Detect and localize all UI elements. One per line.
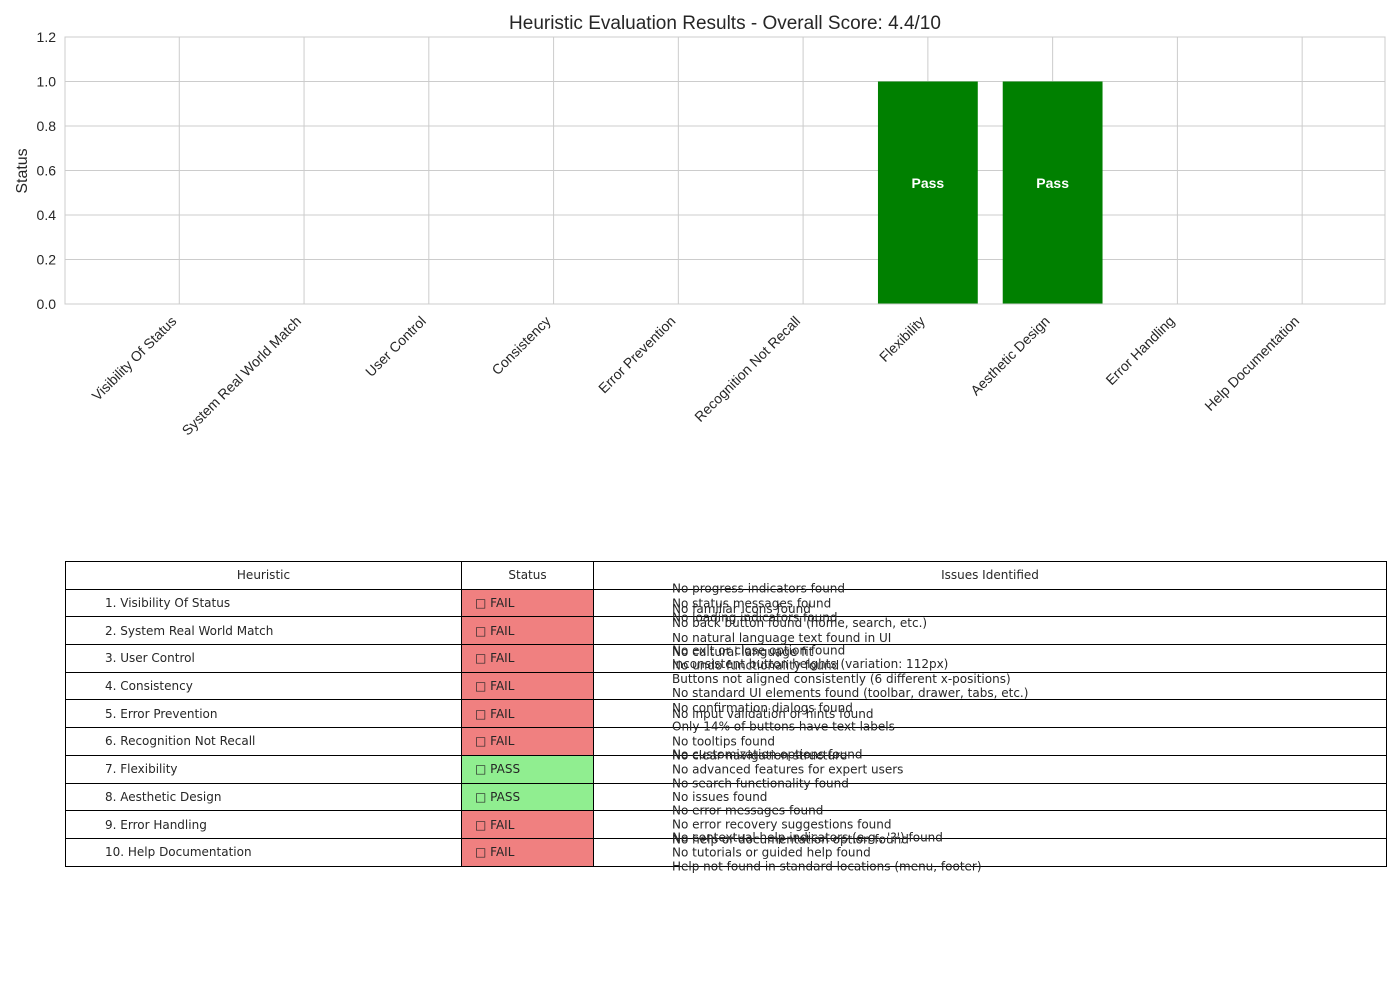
issue-item: No customization options found (672, 747, 863, 762)
issues-list: No customization options found No advance… (672, 747, 903, 791)
y-tick-label: 0.2 (37, 252, 57, 268)
chart-title: Heuristic Evaluation Results - Overall S… (509, 13, 941, 34)
chart-bars: Pass Pass (877, 81, 1103, 304)
issue-item: No back button found (home, search, etc.… (672, 616, 928, 631)
bar (877, 81, 978, 304)
bar-data-label: Pass (912, 175, 945, 191)
issue-item: No error recovery suggestions found (672, 817, 892, 832)
issue-item: No tooltips found (672, 734, 775, 749)
y-tick-label: 1.0 (37, 74, 57, 90)
issue-item: No contextual help indicators (e.g., '?'… (672, 830, 943, 845)
heuristic-name-cell: 3. User Control (65, 644, 462, 673)
issue-item: No issues found (672, 789, 768, 804)
issue-item: No natural language text found in UI (672, 630, 892, 645)
heuristic-name-cell: 6. Recognition Not Recall (65, 727, 462, 756)
heuristic-name-cell: 8. Aesthetic Design (65, 782, 462, 812)
issue-item: No advanced features for expert users (672, 761, 904, 776)
issues-cell: No customization options found No advance… (593, 747, 1387, 790)
bar (1002, 81, 1103, 304)
heuristic-name-cell: 10. Help Documentation (65, 837, 462, 867)
heuristic-name-cell: 7. Flexibility (65, 754, 462, 784)
x-tick-label: System Real World Match (179, 313, 305, 439)
x-tick-label: Visibility Of Status (89, 313, 180, 404)
x-tick-labels: Visibility Of Status System Real World Ma… (89, 313, 1303, 439)
x-tick-label: Consistency (488, 313, 553, 378)
heuristic-name-cell: 5. Error Prevention (65, 699, 462, 729)
x-tick-label: Flexibility (876, 313, 928, 365)
status-cell: □ FAIL (461, 837, 594, 867)
issue-item: No undo functionality found (672, 658, 840, 673)
evaluation-table: Heuristic Status Issues Identified 1. Vi… (65, 561, 1387, 873)
status-cell: □ FAIL (461, 699, 594, 729)
issue-item: No input validation or hints found (672, 706, 874, 721)
issue-item: Buttons not aligned consistently (6 diff… (672, 671, 1011, 686)
issue-item: No error messages found (672, 802, 824, 817)
issue-item: Help not found in standard locations (me… (672, 859, 982, 874)
table-row: 10. Help Documentation □ FAIL No contextua… (65, 830, 1387, 873)
table-row: 2. System Real World Match □ FAIL No famil… (65, 602, 1387, 659)
y-tick-label: 0.4 (37, 207, 57, 223)
bar-data-label: Pass (1036, 175, 1069, 191)
issue-item: No standard UI elements found (toolbar, … (672, 686, 1029, 701)
heuristic-name-cell: 4. Consistency (65, 671, 462, 701)
y-tick-labels: 0.0 0.2 0.4 0.6 0.8 1.0 1.2 (37, 29, 57, 312)
issue-item: Inconsistent button heights (variation: … (672, 657, 949, 672)
y-tick-label: 0.6 (37, 163, 57, 179)
issues-list: No contextual help indicators (e.g., '?'… (672, 830, 982, 874)
x-tick-label: User Control (362, 313, 429, 380)
table-row: 7. Flexibility □ PASS No customization opt… (65, 747, 1387, 790)
status-cell: □ FAIL (461, 588, 594, 618)
issues-cell: No contextual help indicators (e.g., '?'… (593, 830, 1387, 873)
x-tick-label: Error Prevention (595, 313, 678, 396)
table-header-row: Heuristic Status Issues Identified (65, 561, 1387, 590)
issues-list: No exit or close option found No undo fun… (672, 644, 845, 673)
table-row: 4. Consistency □ FAIL Inconsistent button … (65, 657, 1387, 715)
issue-item: No status messages found (672, 595, 832, 610)
status-cell: □ PASS (461, 782, 594, 812)
y-axis-label: Status (14, 148, 31, 193)
status-cell: □ FAIL (461, 644, 594, 673)
issue-item: No familiar icons found (672, 601, 811, 616)
issues-cell: No familiar icons found No back button fo… (593, 602, 1387, 659)
heuristic-bar-chart: Heuristic Evaluation Results - Overall S… (14, 13, 1386, 439)
chart-grid (65, 36, 1385, 305)
issues-cell: Inconsistent button heights (variation: … (593, 657, 1387, 715)
status-cell: □ PASS (461, 754, 594, 784)
issues-list: No input validation or hints found (672, 707, 874, 722)
plot-area-frame (64, 36, 1386, 305)
heuristic-name-cell: 9. Error Handling (65, 810, 462, 839)
y-tick-label: 0.8 (37, 118, 57, 134)
status-cell: □ FAIL (461, 727, 594, 756)
table-row: 6. Recognition Not Recall □ FAIL Only 14% … (65, 720, 1387, 763)
table-row: 5. Error Prevention □ FAIL No input valida… (65, 699, 1387, 729)
header-status: Status (461, 561, 594, 590)
status-cell: □ FAIL (461, 810, 594, 839)
issues-list: No issues found (672, 790, 767, 805)
heuristic-name-cell: 2. System Real World Match (65, 616, 462, 646)
x-tick-label: Error Handling (1102, 313, 1177, 388)
x-tick-label: Aesthetic Design (967, 313, 1053, 399)
heuristic-name-cell: 1. Visibility Of Status (65, 588, 462, 618)
status-cell: □ FAIL (461, 671, 594, 701)
issue-item: No tutorials or guided help found (672, 844, 871, 859)
y-tick-label: 1.2 (37, 29, 57, 45)
y-tick-label: 0.0 (37, 296, 57, 312)
issue-item: Only 14% of buttons have text labels (672, 719, 895, 734)
issue-item: No progress indicators found (672, 581, 846, 596)
x-tick-label: Help Documentation (1201, 313, 1302, 414)
status-cell: □ FAIL (461, 616, 594, 646)
header-heuristic: Heuristic (65, 561, 462, 590)
x-tick-label: Recognition Not Recall (691, 313, 803, 425)
issue-item: No exit or close option found (672, 643, 846, 658)
